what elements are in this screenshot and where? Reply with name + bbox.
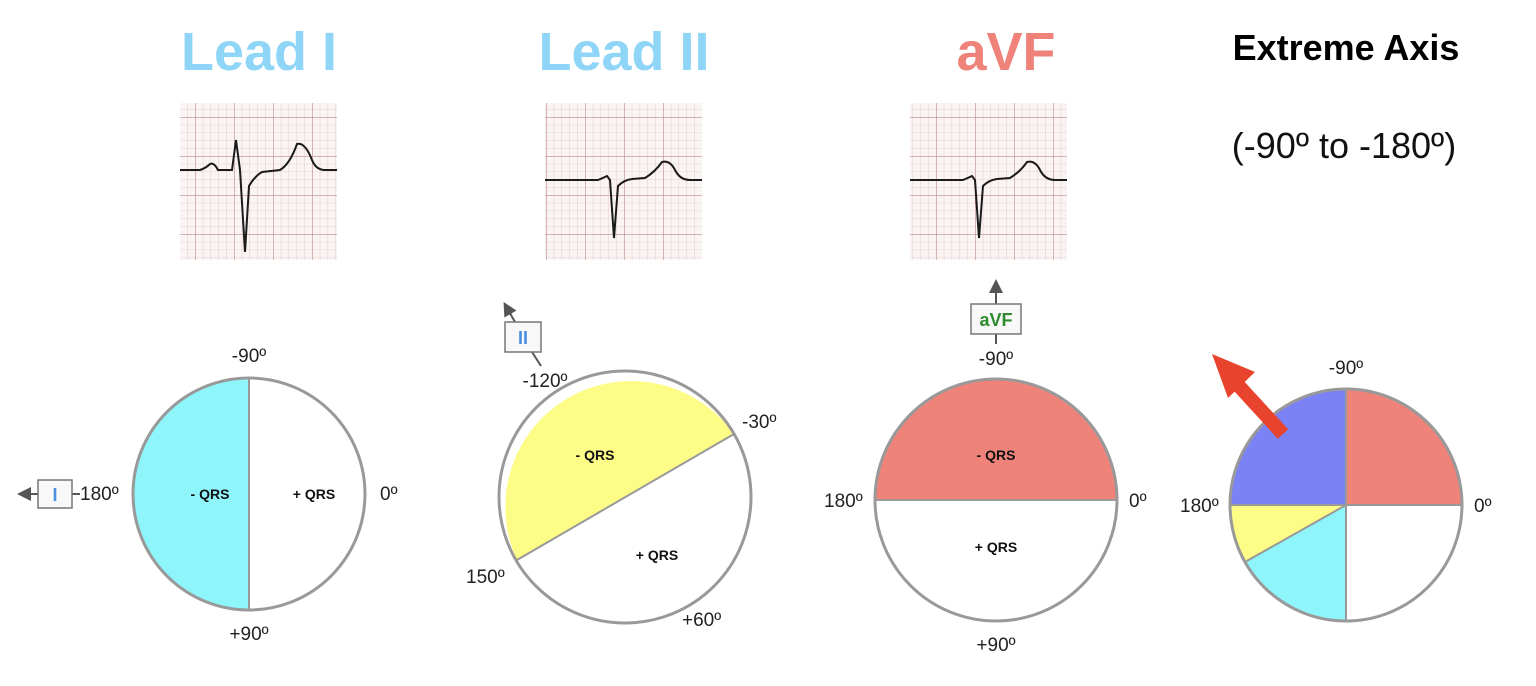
lead-vector: II bbox=[503, 301, 542, 367]
ecg-strip bbox=[545, 103, 702, 260]
lead-label: II bbox=[518, 328, 528, 348]
angle-label: -90º bbox=[232, 346, 266, 367]
axis-wheel: -90º 180º 0º bbox=[1180, 358, 1492, 623]
ecg-strip bbox=[180, 103, 337, 260]
axis-wheel: - QRS + QRS -90º 180º 0º +90º bbox=[80, 346, 398, 645]
lower-right-quadrant bbox=[1346, 505, 1462, 621]
positive-hemisphere bbox=[875, 500, 1117, 621]
panel-lead-i: Lead I - QRS + QRS -90º 180º 0º +90º I bbox=[17, 22, 398, 645]
negative-qrs-label: - QRS bbox=[977, 447, 1016, 463]
panel-lead-ii: Lead II - QRS + QRS -120º -30º 150º +60º… bbox=[466, 22, 776, 631]
angle-label: 0º bbox=[1129, 491, 1147, 512]
axis-wheel: - QRS + QRS -120º -30º 150º +60º bbox=[466, 369, 776, 631]
negative-qrs-label: - QRS bbox=[191, 486, 230, 502]
lead-box bbox=[37, 479, 73, 509]
angle-label: 0º bbox=[1474, 496, 1492, 517]
upper-left-quadrant bbox=[1230, 389, 1346, 505]
negative-hemisphere bbox=[133, 378, 249, 610]
angle-label: 180º bbox=[1180, 496, 1219, 517]
lead-vector: I bbox=[17, 479, 80, 509]
ecg-strip bbox=[910, 103, 1067, 260]
angle-label: -90º bbox=[979, 349, 1013, 370]
lead-label: aVF bbox=[979, 310, 1012, 330]
angle-label: 0º bbox=[380, 484, 398, 505]
negative-hemisphere bbox=[875, 379, 1117, 500]
positive-qrs-label: + QRS bbox=[636, 547, 678, 563]
panel-avf: aVF - QRS + QRS -90º 180º 0º +90º aVF bbox=[824, 22, 1147, 656]
angle-label: +90º bbox=[976, 635, 1015, 656]
positive-hemisphere bbox=[249, 378, 365, 610]
axis-range-label: (-90º to -180º) bbox=[1232, 125, 1456, 166]
panel-title: Lead I bbox=[181, 22, 337, 82]
negative-qrs-label: - QRS bbox=[576, 447, 615, 463]
lower-left-yellow-sector bbox=[1230, 505, 1346, 562]
panel-title: aVF bbox=[956, 22, 1055, 82]
angle-label: 180º bbox=[80, 484, 119, 505]
panel-title: Lead II bbox=[538, 22, 709, 82]
angle-label: -90º bbox=[1329, 358, 1363, 379]
positive-hemisphere bbox=[517, 434, 746, 613]
angle-label: -30º bbox=[742, 412, 776, 433]
axis-wheel: - QRS + QRS -90º 180º 0º +90º bbox=[824, 349, 1147, 656]
panel-title: Extreme Axis bbox=[1233, 27, 1460, 68]
angle-label: 150º bbox=[466, 567, 505, 588]
panel-extreme-axis: Extreme Axis (-90º to -180º) -90º 180º 0… bbox=[1180, 27, 1492, 623]
lead-label: I bbox=[52, 485, 57, 505]
angle-label: 180º bbox=[824, 491, 863, 512]
upper-right-quadrant bbox=[1346, 389, 1462, 505]
extreme-axis-arrow bbox=[1212, 354, 1289, 439]
angle-label: +90º bbox=[229, 624, 268, 645]
lead-box bbox=[970, 303, 1022, 335]
angle-label: +60º bbox=[682, 610, 721, 631]
negative-hemisphere bbox=[505, 381, 734, 560]
positive-qrs-label: + QRS bbox=[293, 486, 335, 502]
positive-qrs-label: + QRS bbox=[975, 539, 1017, 555]
lead-vector: aVF bbox=[970, 279, 1022, 344]
lead-box bbox=[504, 321, 542, 353]
angle-label: -120º bbox=[523, 371, 568, 392]
